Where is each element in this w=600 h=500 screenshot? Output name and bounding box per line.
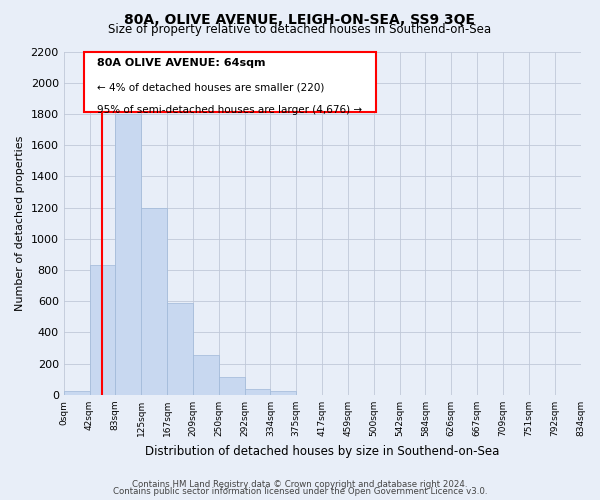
Text: Contains public sector information licensed under the Open Government Licence v3: Contains public sector information licen… bbox=[113, 488, 487, 496]
X-axis label: Distribution of detached houses by size in Southend-on-Sea: Distribution of detached houses by size … bbox=[145, 444, 499, 458]
Bar bbox=[64, 391, 89, 395]
Text: 80A, OLIVE AVENUE, LEIGH-ON-SEA, SS9 3QE: 80A, OLIVE AVENUE, LEIGH-ON-SEA, SS9 3QE bbox=[125, 12, 476, 26]
Bar bbox=[193, 355, 219, 395]
Text: Size of property relative to detached houses in Southend-on-Sea: Size of property relative to detached ho… bbox=[109, 22, 491, 36]
Text: Contains HM Land Registry data © Crown copyright and database right 2024.: Contains HM Land Registry data © Crown c… bbox=[132, 480, 468, 489]
Bar bbox=[271, 391, 296, 395]
Y-axis label: Number of detached properties: Number of detached properties bbox=[15, 136, 25, 311]
Bar bbox=[115, 114, 141, 395]
Bar bbox=[141, 208, 167, 395]
Text: 95% of semi-detached houses are larger (4,676) →: 95% of semi-detached houses are larger (… bbox=[97, 104, 362, 115]
Bar bbox=[245, 388, 271, 395]
Text: 80A OLIVE AVENUE: 64sqm: 80A OLIVE AVENUE: 64sqm bbox=[97, 58, 266, 68]
FancyBboxPatch shape bbox=[85, 52, 376, 112]
Bar bbox=[167, 303, 193, 395]
Bar bbox=[89, 266, 115, 395]
Bar bbox=[219, 377, 245, 395]
Text: ← 4% of detached houses are smaller (220): ← 4% of detached houses are smaller (220… bbox=[97, 82, 325, 92]
